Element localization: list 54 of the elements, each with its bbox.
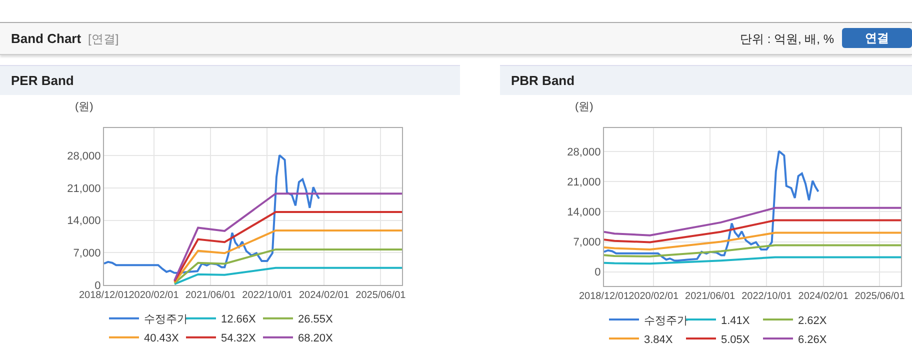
line-series (174, 266, 402, 285)
x-tick-label: 2018/12/01 (78, 290, 130, 301)
line-series (174, 248, 402, 284)
x-tick-label: 2021/06/01 (185, 290, 236, 301)
line-series (604, 244, 901, 258)
y-tick-label: 0 (594, 266, 601, 279)
line-series (604, 206, 901, 236)
y-tick-label: 21,000 (67, 182, 101, 195)
line-series (174, 211, 402, 282)
x-tick-label: 2024/02/01 (299, 290, 350, 301)
legend-label: 6.26X (798, 334, 828, 346)
x-tick-label: 2025/06/01 (854, 291, 906, 302)
legend-label: 2.62X (798, 314, 828, 327)
legend-label: 수정주가 (144, 314, 188, 326)
x-tick-label: 2025/06/01 (356, 290, 406, 301)
text: 단위 : 억원, 배, % (740, 31, 834, 48)
legend-label: 68.20X (298, 332, 334, 345)
y-tick-label: 14,000 (567, 206, 601, 219)
y-tick-label: 28,000 (67, 150, 101, 163)
line-series (104, 154, 320, 274)
y-tick-label: 0 (94, 280, 101, 292)
line-series (604, 232, 901, 251)
legend-label: 1.41X (721, 314, 750, 327)
text: 연결 (842, 28, 912, 48)
y-tick-label: 7,000 (73, 248, 101, 260)
legend-label: 40.43X (144, 332, 180, 345)
x-tick-label: 2024/02/01 (798, 291, 849, 302)
legend-label: 26.55X (298, 314, 334, 326)
x-tick-label: 2020/02/01 (128, 290, 180, 301)
text: Band Chart (11, 31, 82, 46)
y-tick-label: 14,000 (67, 215, 101, 228)
x-tick-label: 2018/12/01 (578, 291, 630, 302)
line-series (174, 192, 402, 282)
y-tick-label: 7,000 (573, 236, 601, 249)
chart-title: PER Band (0, 65, 460, 95)
legend-label: 12.66X (221, 314, 257, 326)
legend-label: 54.32X (221, 332, 257, 345)
x-tick-label: 2022/10/01 (242, 290, 293, 301)
y-axis-title: (원) (75, 101, 94, 113)
line-series (604, 256, 901, 265)
x-tick-label: 2020/02/01 (628, 291, 680, 302)
x-tick-label: 2022/10/01 (742, 291, 792, 302)
line-series (174, 230, 402, 284)
legend-label: 3.84X (644, 334, 674, 346)
x-tick-label: 2021/06/01 (685, 291, 736, 302)
legend-label: 5.05X (721, 334, 750, 346)
chart-title: PBR Band (500, 65, 912, 95)
line-series (604, 150, 820, 262)
text: [연결] (88, 31, 119, 48)
y-tick-label: 28,000 (567, 146, 601, 158)
y-tick-label: 21,000 (567, 176, 601, 189)
line-series (604, 219, 901, 244)
legend-label: 수정주가 (644, 314, 688, 327)
y-axis-title: (원) (575, 101, 594, 113)
